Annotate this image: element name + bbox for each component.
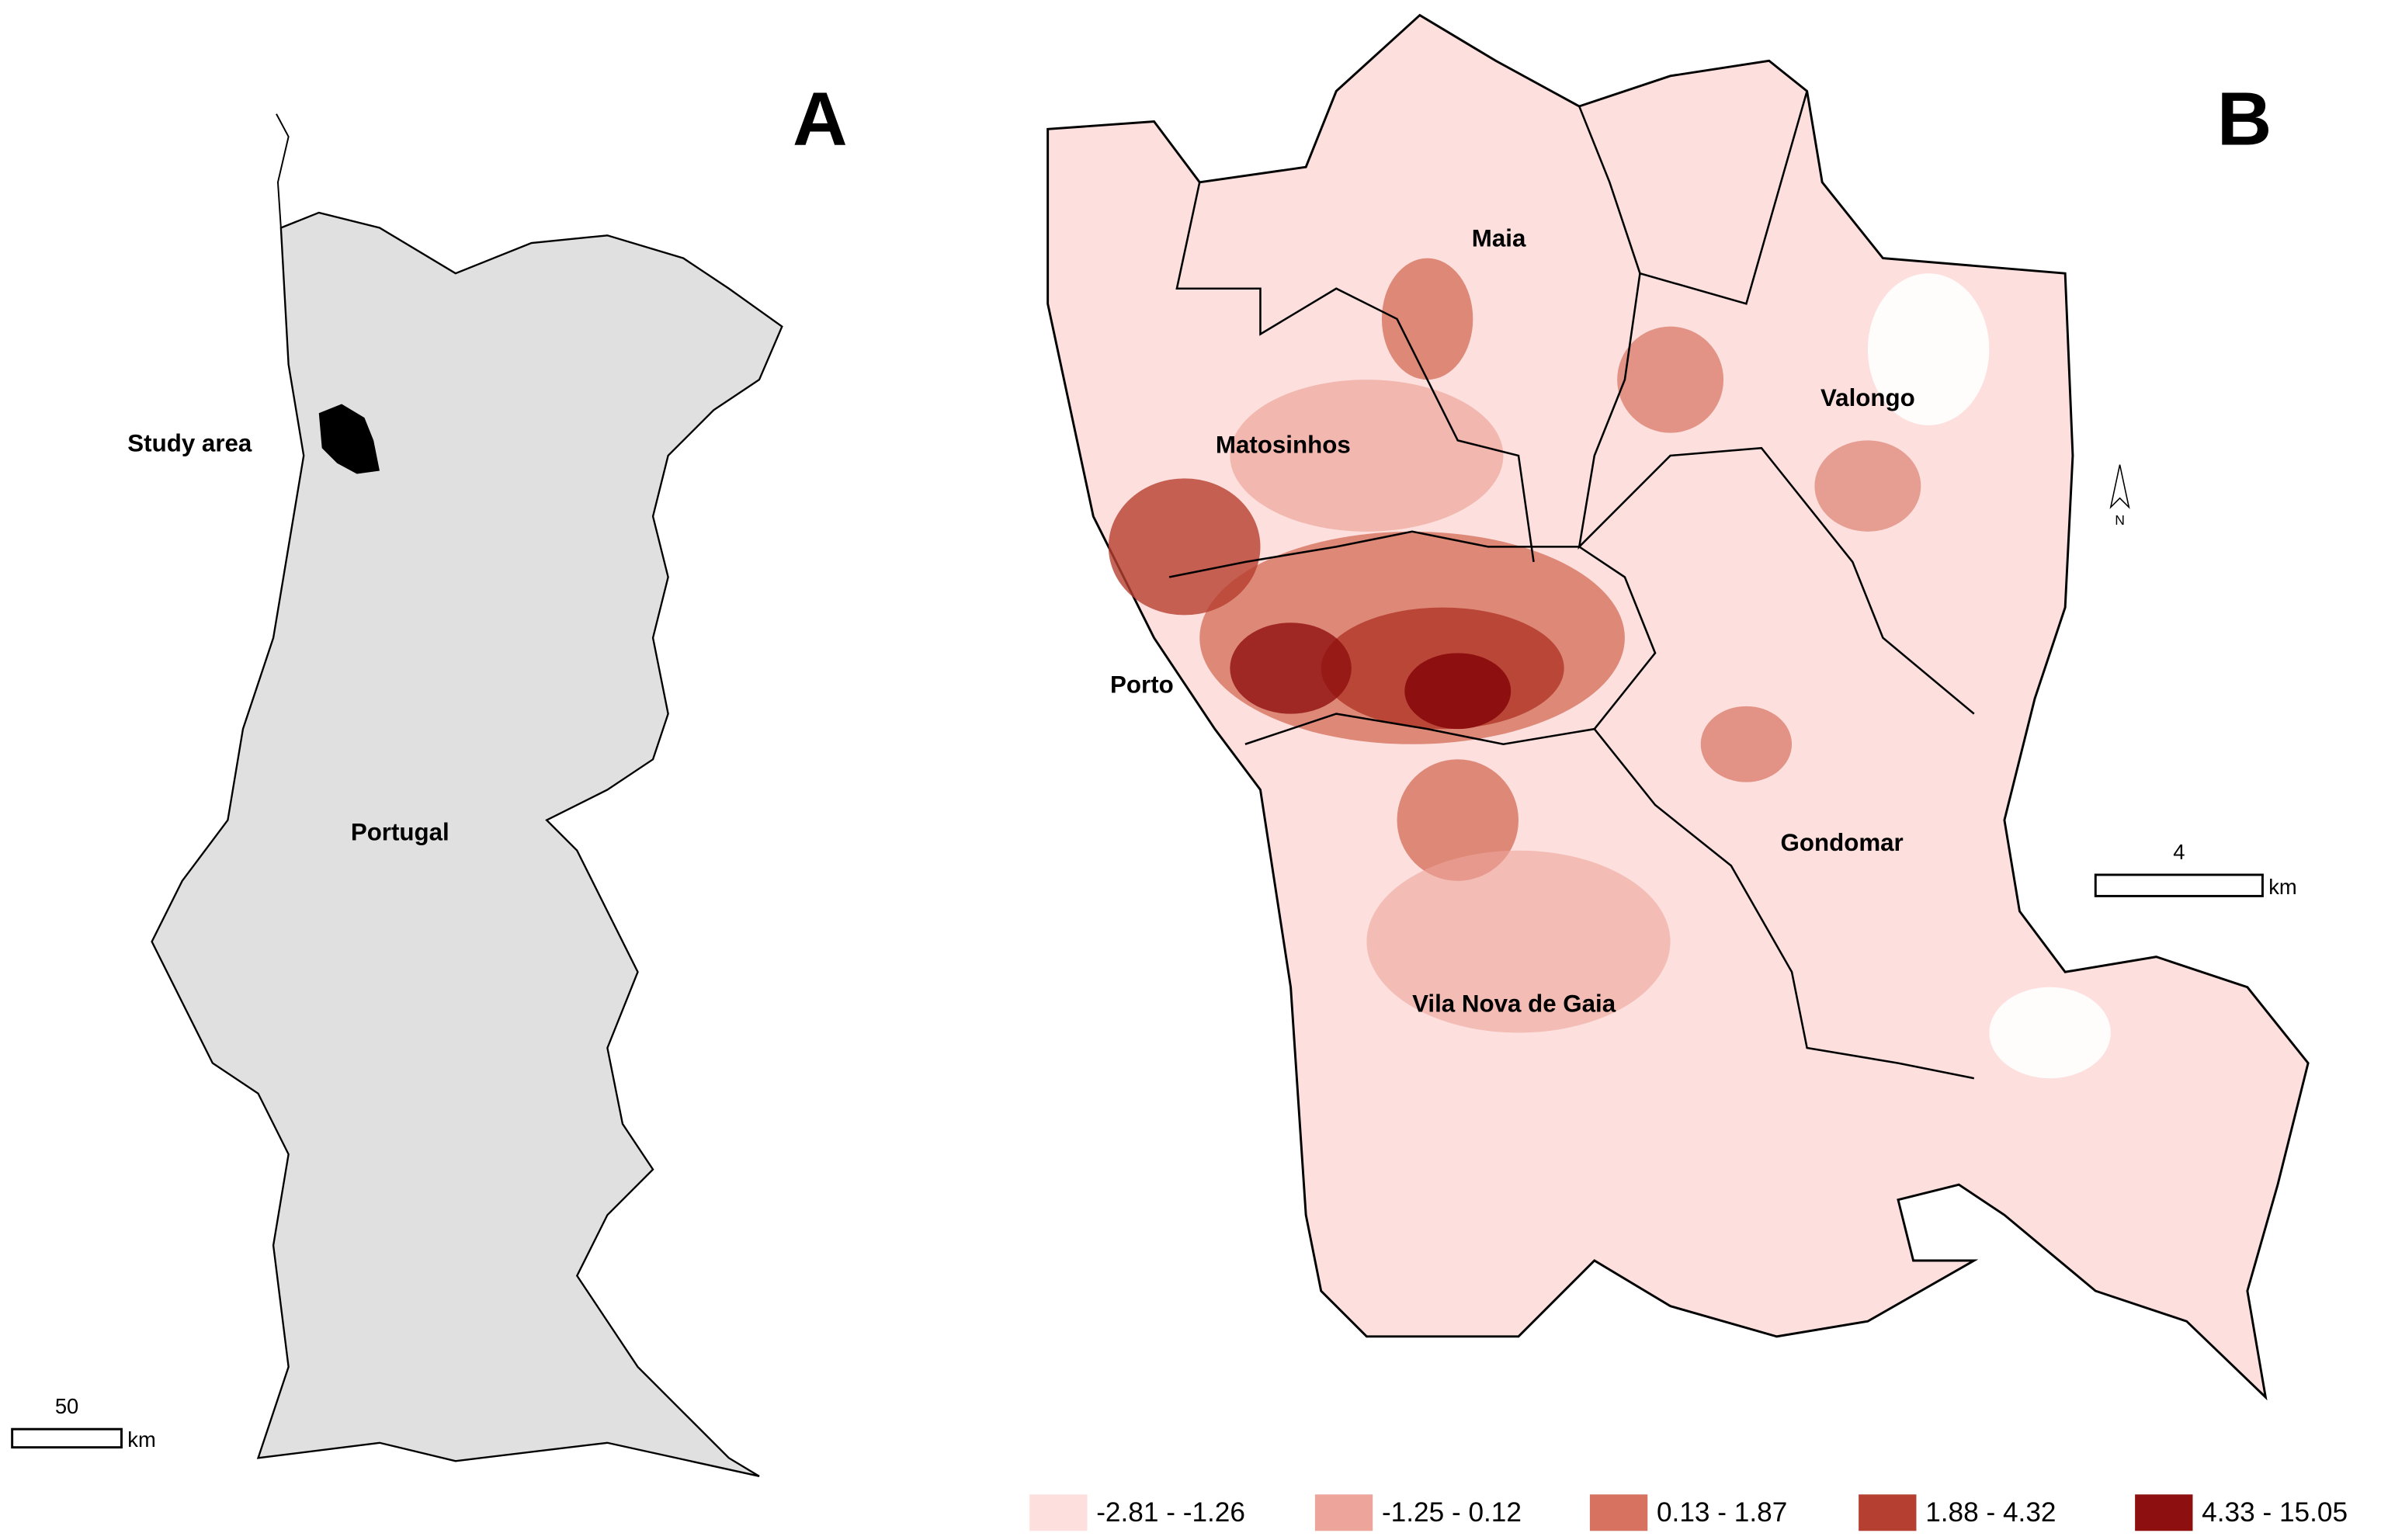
scale-bar (11, 1427, 123, 1449)
place-label: Maia (1472, 224, 1526, 251)
legend-label: 4.33 - 15.05 (2202, 1497, 2348, 1528)
scale-bar (2094, 873, 2264, 897)
legend-swatch (1589, 1494, 1648, 1531)
legend-label: -2.81 - -1.26 (1096, 1497, 1245, 1528)
country-label: Portugal (351, 818, 449, 845)
scale-value: 50 (55, 1394, 78, 1418)
place-label: Matosinhos (1216, 432, 1351, 459)
legend-swatch (2135, 1494, 2193, 1531)
legend-label: 1.88 - 4.32 (1925, 1497, 2056, 1528)
place-label: Gondomar (1781, 829, 1904, 856)
legend-label: -1.25 - 0.12 (1382, 1497, 1522, 1528)
coast-islets (276, 113, 290, 228)
scale-unit: km (2268, 875, 2296, 899)
place-label: Porto (1110, 671, 1174, 699)
portugal-outline (151, 211, 783, 1477)
scale-unit: km (127, 1427, 155, 1452)
legend-label: 0.13 - 1.87 (1657, 1497, 1787, 1528)
study-area-map (1046, 13, 2310, 1401)
north-label: N (2115, 512, 2125, 528)
panel-label: B (2217, 75, 2272, 161)
legend-swatch (1029, 1494, 1088, 1531)
place-label: Valongo (1820, 384, 1915, 411)
north-arrow (2109, 464, 2130, 509)
study-area-label: Study area (127, 430, 252, 457)
legend-swatch (1859, 1494, 1917, 1531)
legend-swatch (1314, 1494, 1373, 1531)
scale-value: 4 (2173, 840, 2185, 864)
place-label: Vila Nova de Gaia (1412, 990, 1616, 1018)
panel-label: A (793, 75, 848, 161)
study-area (318, 404, 380, 474)
density-patches (1108, 258, 2111, 1079)
municipal-boundaries (1168, 91, 1975, 1080)
